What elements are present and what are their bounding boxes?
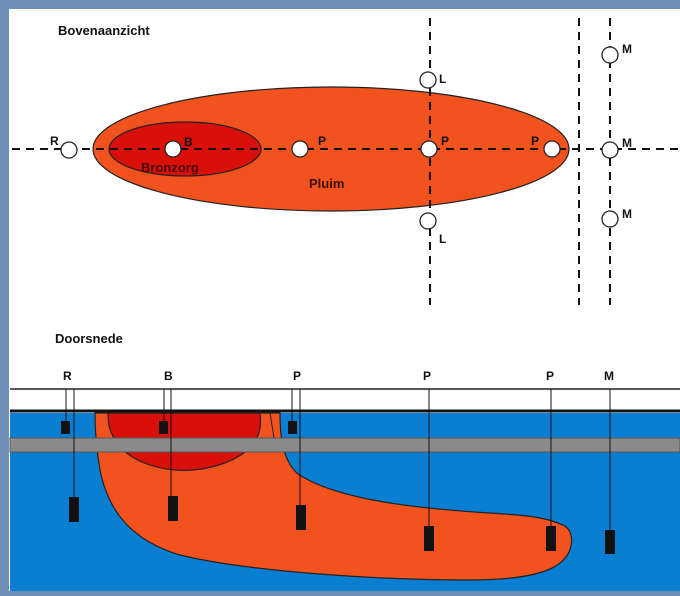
plume-edge-line <box>269 412 275 439</box>
label-monitor-top: M <box>622 42 632 56</box>
well-filter-source-shallow <box>159 421 168 434</box>
label-source-top: B <box>184 135 193 149</box>
label-plume-3-top: P <box>531 134 539 148</box>
well-filter-source-deep <box>168 496 178 521</box>
well-filter-reference-deep <box>69 497 79 522</box>
label-lateral-bottom: L <box>439 232 446 246</box>
well-filter-reference-shallow <box>61 421 70 434</box>
clay-layer <box>9 437 680 453</box>
label-monitor-bottom: M <box>622 207 632 221</box>
well-monitor-bottom <box>601 210 619 228</box>
cross-section-title: Doorsnede <box>55 331 123 346</box>
well-monitor-top <box>601 46 619 64</box>
well-source-top <box>164 140 182 158</box>
well-plume-1-top <box>291 140 309 158</box>
label-plume-1-section: P <box>293 369 301 383</box>
well-reference-top <box>60 141 78 159</box>
label-plume-2-top: P <box>441 134 449 148</box>
well-filter-plume-1-deep <box>296 505 306 530</box>
label-reference-top: R <box>50 134 59 148</box>
label-plume-1-top: P <box>318 134 326 148</box>
label-plume-3-section: P <box>546 369 554 383</box>
well-monitor-middle <box>601 141 619 159</box>
top-view-title: Bovenaanzicht <box>58 23 150 38</box>
label-monitor-middle: M <box>622 136 632 150</box>
well-filter-plume-1-shallow <box>288 421 297 434</box>
unsaturated-zone <box>10 390 680 411</box>
plume-label: Pluim <box>309 176 344 191</box>
well-plume-2-top <box>420 140 438 158</box>
label-monitor-section: M <box>604 369 614 383</box>
well-plume-3-top <box>543 140 561 158</box>
source-zone-label: Bronzorg <box>141 160 199 175</box>
label-source-section: B <box>164 369 173 383</box>
label-lateral-top: L <box>439 72 446 86</box>
well-filter-monitor <box>605 530 615 554</box>
well-filter-plume-3 <box>546 526 556 551</box>
well-lateral-top <box>419 71 437 89</box>
well-lateral-bottom <box>419 212 437 230</box>
label-plume-2-section: P <box>423 369 431 383</box>
well-filter-plume-2 <box>424 526 434 551</box>
label-reference-section: R <box>63 369 72 383</box>
plume-area <box>92 86 570 212</box>
